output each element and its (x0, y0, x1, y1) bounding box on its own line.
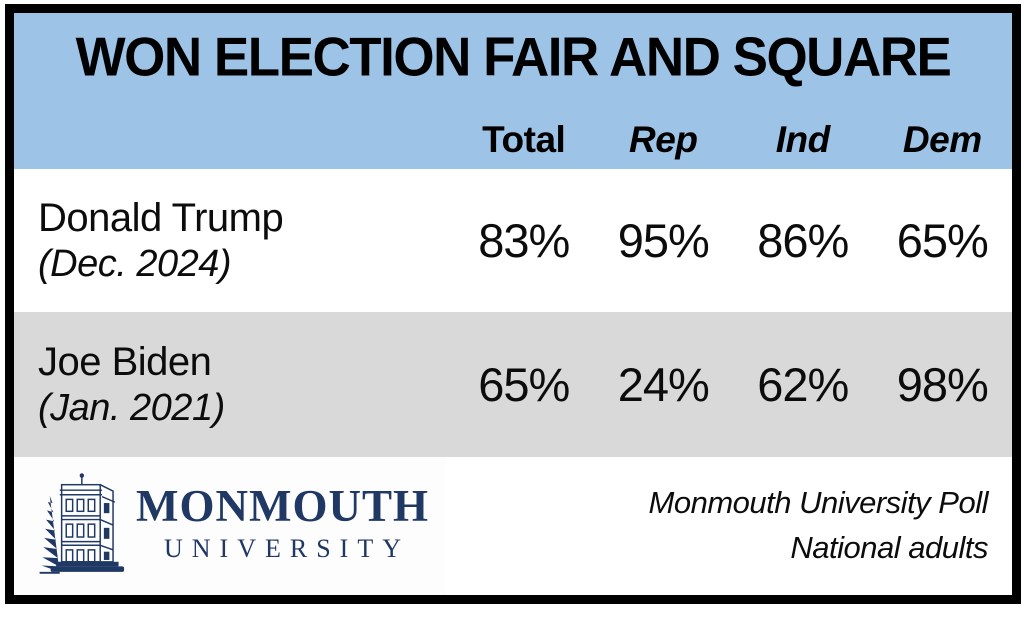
value-cell-total: 65% (478, 358, 570, 411)
source-population: National adults (790, 530, 988, 565)
header-band: WON ELECTION FAIR AND SQUARE Total Rep I… (14, 13, 1012, 169)
row-label-cell: Joe Biden (Jan. 2021) (14, 341, 454, 429)
monmouth-logo: MONMOUTH UNIVERSITY (14, 457, 446, 595)
table-row-trump: Donald Trump (Dec. 2024) 83% 95% 86% 65% (14, 169, 1012, 312)
logo-monmouth-text: MONMOUTH (136, 481, 429, 531)
poll-date: (Dec. 2024) (38, 242, 232, 285)
wilson-hall-building-icon (39, 473, 125, 574)
value-cell-ind: 86% (757, 214, 849, 267)
page-frame: WON ELECTION FAIR AND SQUARE Total Rep I… (5, 4, 1021, 604)
logo-university-text: UNIVERSITY (163, 534, 410, 563)
value-cell-rep: 24% (617, 358, 710, 411)
column-header-total: Total (482, 119, 566, 160)
logo-wordmark: MONMOUTH UNIVERSITY (136, 484, 429, 562)
candidate-name: Joe Biden (38, 339, 212, 384)
poll-date: (Jan. 2021) (38, 386, 225, 429)
value-cell-dem: 98% (896, 358, 989, 411)
page-title: WON ELECTION FAIR AND SQUARE (75, 26, 952, 88)
value-cell-total: 83% (478, 214, 570, 267)
column-header-row: Total Rep Ind Dem (14, 119, 1012, 169)
footer: MONMOUTH UNIVERSITY Monmouth University … (14, 457, 1012, 595)
candidate-name: Donald Trump (38, 195, 284, 240)
column-header-rep: Rep (629, 119, 698, 160)
column-header-ind: Ind (775, 119, 830, 160)
table-row-biden: Joe Biden (Jan. 2021) 65% 24% 62% 98% (14, 312, 1012, 457)
column-header-dem: Dem (902, 119, 982, 160)
value-cell-ind: 62% (757, 358, 849, 411)
row-label-cell: Donald Trump (Dec. 2024) (14, 197, 454, 285)
value-cell-rep: 95% (617, 214, 710, 267)
value-cell-dem: 65% (896, 214, 989, 267)
source-poll-name: Monmouth University Poll (648, 485, 989, 521)
source-attribution: Monmouth University Poll National adults (649, 481, 1012, 571)
